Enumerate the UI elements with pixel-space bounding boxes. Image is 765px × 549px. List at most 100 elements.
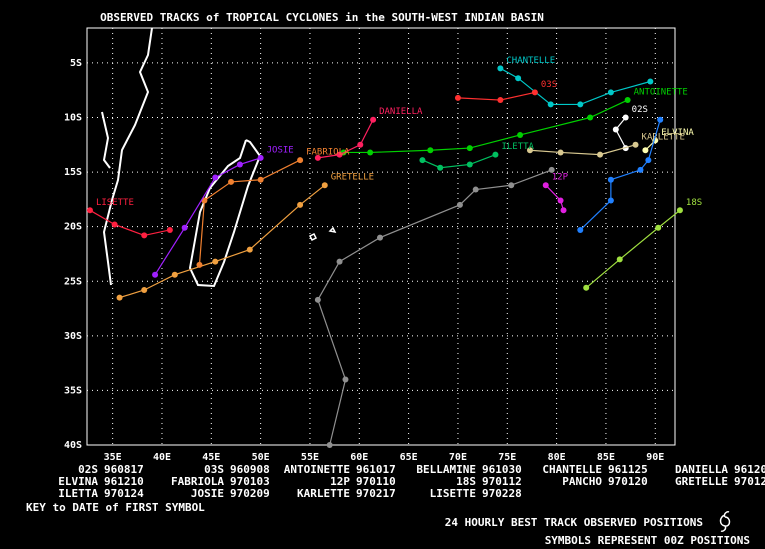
key-name: LISETTE bbox=[430, 487, 476, 500]
position-symbol bbox=[647, 78, 654, 85]
islands bbox=[308, 226, 337, 242]
track-label: 03S bbox=[541, 80, 557, 90]
position-symbol bbox=[466, 161, 473, 168]
key-name: BELLAMINE bbox=[416, 463, 476, 476]
position-symbol bbox=[607, 197, 614, 204]
position-symbol bbox=[116, 294, 123, 301]
key-date: 961017 bbox=[356, 463, 396, 476]
x-tick-label: 70E bbox=[449, 452, 467, 463]
position-symbol bbox=[526, 147, 533, 154]
track bbox=[457, 91, 536, 101]
position-symbol bbox=[624, 97, 631, 104]
position-symbol bbox=[557, 149, 564, 156]
position-symbol bbox=[236, 161, 243, 168]
y-tick-label: 30S bbox=[64, 331, 82, 342]
track-label: JOSIE bbox=[267, 145, 294, 155]
position-symbol bbox=[314, 296, 321, 303]
position-symbol bbox=[166, 226, 173, 233]
track-label: ANTOINETTE bbox=[634, 88, 688, 98]
plot: 35E 40E 45E 50E 55E 60E 65E 70E 75E 80E 85E 90E 5S 10… bbox=[64, 28, 702, 463]
x-tick-label: 50E bbox=[252, 452, 270, 463]
position-symbol bbox=[437, 164, 444, 171]
x-tick-label: 85E bbox=[597, 452, 615, 463]
key-name: CHANTELLE bbox=[542, 463, 602, 476]
position-symbol bbox=[86, 207, 93, 214]
key-date: 960817 bbox=[104, 463, 144, 476]
position-symbol bbox=[257, 154, 264, 161]
position-symbol bbox=[228, 178, 235, 185]
position-symbol bbox=[676, 207, 683, 214]
key-name: PANCHO bbox=[562, 475, 602, 488]
position-symbol bbox=[321, 182, 328, 189]
track bbox=[529, 144, 636, 156]
position-symbol bbox=[454, 94, 461, 101]
track bbox=[585, 209, 681, 289]
map-frame bbox=[86, 27, 676, 446]
position-symbol bbox=[612, 126, 619, 133]
key-name: ILETTA bbox=[58, 487, 98, 500]
position-symbol bbox=[548, 166, 555, 173]
x-tick-label: 35E bbox=[104, 452, 122, 463]
position-symbol bbox=[357, 141, 364, 148]
position-symbol bbox=[616, 256, 623, 263]
coast-inlet bbox=[101, 111, 111, 169]
position-symbol bbox=[472, 186, 479, 193]
key-date: 970121 bbox=[734, 475, 765, 488]
track bbox=[89, 209, 170, 237]
position-symbol bbox=[515, 75, 522, 82]
africa-coast bbox=[102, 27, 153, 286]
key-date: 961210 bbox=[104, 475, 144, 488]
title: OBSERVED TRACKS of TROPICAL CYCLONES in … bbox=[100, 11, 544, 24]
position-symbol bbox=[597, 151, 604, 158]
position-symbol bbox=[547, 101, 554, 108]
key-date: 970120 bbox=[608, 475, 648, 488]
cyclone-symbol bbox=[719, 511, 731, 532]
position-symbol bbox=[257, 176, 264, 183]
key-date: 970228 bbox=[482, 487, 522, 500]
y-tick-label: 25S bbox=[64, 276, 82, 287]
y-tick-label: 20S bbox=[64, 222, 82, 233]
y-tick-label: 10S bbox=[64, 113, 82, 124]
x-tick-label: 45E bbox=[202, 452, 220, 463]
track bbox=[500, 67, 651, 106]
position-symbol bbox=[560, 207, 567, 214]
key-date: 970124 bbox=[104, 487, 144, 500]
position-symbol bbox=[111, 221, 118, 228]
position-symbol bbox=[427, 147, 434, 154]
position-symbol bbox=[492, 151, 499, 158]
key-name: DANIELLA bbox=[675, 463, 728, 476]
key-date: 970217 bbox=[356, 487, 396, 500]
position-symbol bbox=[336, 258, 343, 265]
track-label: KARLETTE bbox=[642, 132, 685, 142]
position-symbol bbox=[326, 442, 333, 448]
track-label: 18S bbox=[686, 198, 702, 208]
position-symbol bbox=[607, 89, 614, 96]
position-symbol bbox=[419, 157, 426, 164]
track bbox=[615, 117, 627, 149]
track-label: 12P bbox=[552, 173, 569, 183]
position-symbol bbox=[196, 261, 203, 268]
position-symbol bbox=[655, 224, 662, 231]
track-label: GRETELLE bbox=[331, 173, 374, 183]
position-symbol bbox=[342, 376, 349, 383]
track-label: LISETTE bbox=[96, 198, 134, 208]
position-symbol bbox=[336, 151, 343, 158]
position-symbol bbox=[508, 182, 515, 189]
key-name: ELVINA bbox=[58, 475, 98, 488]
key-name: 02S bbox=[78, 463, 98, 476]
position-symbol bbox=[466, 145, 473, 152]
position-symbol bbox=[557, 197, 564, 204]
position-symbol bbox=[497, 97, 504, 104]
track-label: DANIELLA bbox=[379, 107, 423, 117]
position-symbol bbox=[181, 224, 188, 231]
position-symbol bbox=[642, 147, 649, 154]
key-name: FABRIOLA bbox=[171, 475, 224, 488]
position-symbol bbox=[622, 114, 629, 121]
y-tick-label: 5S bbox=[70, 58, 82, 69]
x-tick-label: 65E bbox=[400, 452, 418, 463]
position-symbol bbox=[212, 174, 219, 181]
key-date: 970103 bbox=[230, 475, 270, 488]
x-tick-label: 75E bbox=[498, 452, 516, 463]
